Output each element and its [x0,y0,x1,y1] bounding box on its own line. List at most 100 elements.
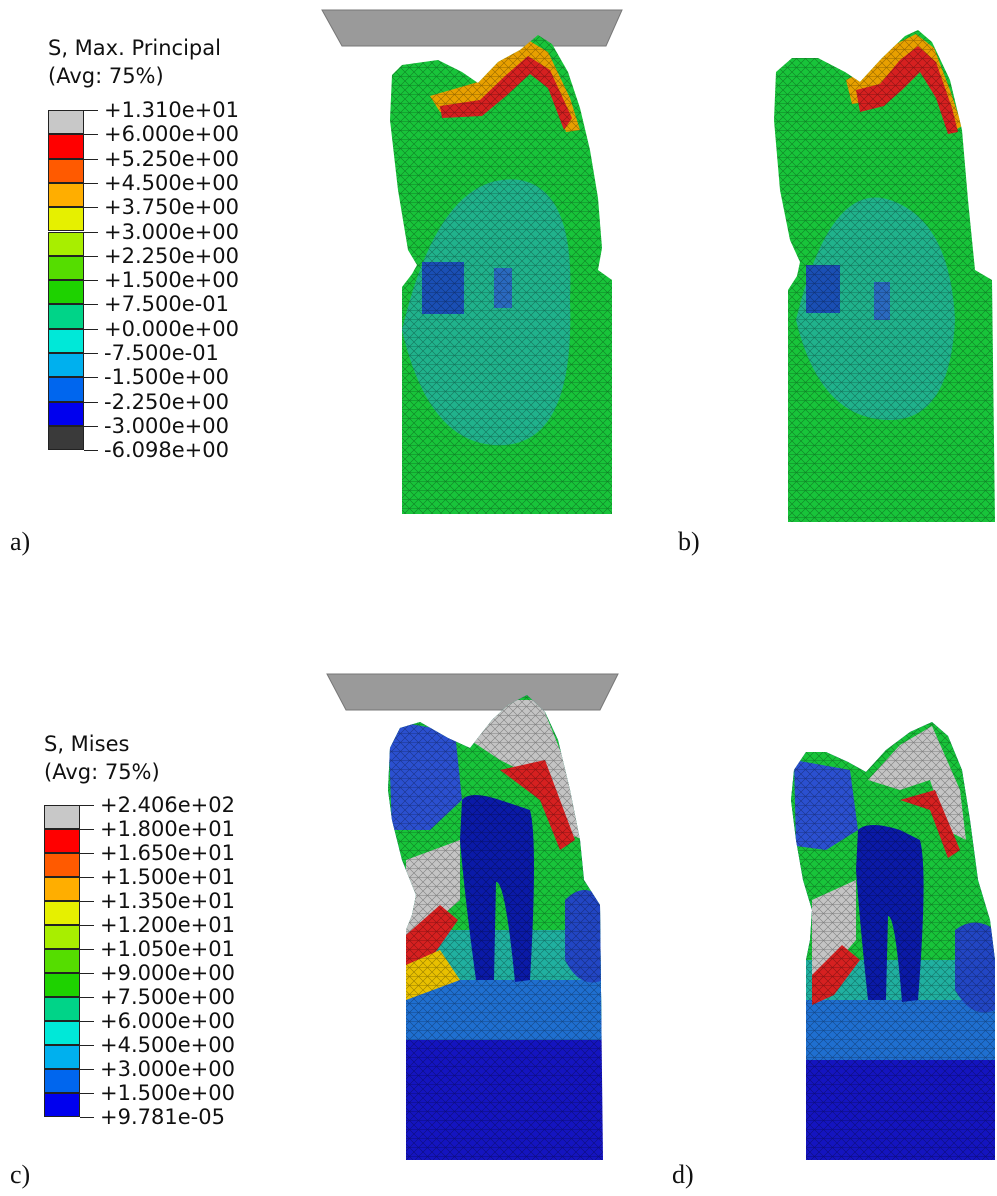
legend-tick [80,901,94,902]
legend-tick [84,207,98,209]
legend-tick [84,425,98,427]
panel-label-b: b) [678,527,700,556]
legend-subtitle: (Avg: 75%) [48,64,164,88]
legend-value-label: +1.650e+01 [100,841,235,865]
legend-tick [84,450,98,452]
legend-swatch [44,829,80,853]
legend-swatch [48,328,84,353]
legend-swatch [48,401,84,426]
legend-swatch [44,1069,80,1093]
legend-value-label: +1.200e+01 [100,913,235,937]
legend-value-label: +6.000e+00 [104,122,239,147]
legend-swatch [48,158,84,183]
legend-value-label: -6.098e+00 [104,438,229,463]
legend-swatch [44,877,80,901]
legend-tick [84,280,98,282]
legend-tick [84,158,98,160]
legend-value-label: +1.350e+01 [100,889,235,913]
legend-swatch [44,805,80,829]
tooth-model-b [774,30,995,522]
indenter-plate [321,9,623,47]
legend-value-label: +3.000e+00 [100,1057,235,1081]
legend-value-label: +7.500e+00 [100,985,235,1009]
legend-swatch [48,377,84,402]
panel-label-a: a) [10,527,31,556]
legend-value-label: -3.000e+00 [104,413,229,438]
legend-swatch [44,997,80,1021]
legend-tick [80,805,94,806]
legend-swatch [44,1045,80,1069]
legend-tick [80,1093,94,1094]
legend-title: S, Max. Principal [48,36,221,60]
legend-tick [80,1045,94,1046]
legend-tick [80,1117,94,1118]
legend-value-label: +2.406e+02 [100,793,235,817]
legend-swatch [48,304,84,329]
legend-swatch [48,353,84,378]
legend-swatch [48,110,84,135]
tooth-model-d [791,722,995,1160]
legend-tick [84,134,98,136]
legend-swatch [44,1021,80,1045]
legend-value-label: +4.500e+00 [100,1033,235,1057]
legend-subtitle: (Avg: 75%) [44,760,160,784]
legend-tick [80,1021,94,1022]
legend-tick [84,353,98,354]
legend-value-label: +7.500e-01 [104,292,229,317]
legend-swatch [44,901,80,925]
legend-swatch [48,182,84,208]
legend-value-label: +5.250e+00 [104,146,239,171]
legend-tick [84,377,98,379]
legend-tick [84,231,98,233]
legend-value-label: -1.500e+00 [104,365,229,390]
legend-swatch [48,255,84,281]
legend-value-label: +2.250e+00 [104,243,239,268]
legend-tick [80,949,94,950]
legend-swatch [44,925,80,949]
legend-title: S, Mises [44,732,130,756]
legend-value-label: +9.781e-05 [100,1105,225,1129]
legend-tick [80,829,94,830]
panel-label-d: d) [672,1160,694,1189]
legend-tick [80,997,94,998]
legend-swatch [48,207,84,232]
legend-tick [80,925,94,926]
indenter-plate [326,673,619,711]
legend-tick [80,877,94,878]
legend-tick [84,401,98,403]
legend-swatch [44,1093,80,1117]
legend-value-label: +1.500e+00 [100,1081,235,1105]
legend-tick [84,110,98,111]
legend-swatch [48,231,84,256]
legend-value-label: +0.000e+00 [104,316,239,341]
legend-swatch [44,853,80,877]
legend-value-label: +3.750e+00 [104,195,239,220]
legend-swatch [44,973,80,997]
legend-value-label: +1.050e+01 [100,937,235,961]
legend-value-label: +1.310e+01 [104,98,239,122]
legend-swatch [44,949,80,973]
legend-tick [80,853,94,854]
legend-tick [84,328,98,330]
legend-tick [80,1069,94,1070]
legend-tick [84,182,98,184]
legend-value-label: -2.250e+00 [104,389,229,414]
legend-value-label: +3.000e+00 [104,219,239,244]
legend-tick [84,255,98,257]
legend-tick [80,973,94,974]
legend-swatch [48,280,84,305]
legend-swatch [48,134,84,159]
tooth-model-c [388,695,603,1160]
legend-value-label: +1.500e+00 [104,268,239,293]
legend-value-label: +4.500e+00 [104,170,239,195]
legend-value-label: +6.000e+00 [100,1009,235,1033]
tooth-model-a [390,35,612,514]
panel-label-c: c) [10,1160,31,1189]
legend-value-label: -7.500e-01 [104,341,219,365]
legend-tick [84,304,98,306]
legend-swatch [48,425,84,451]
legend-value-label: +1.800e+01 [100,817,235,841]
legend-value-label: +9.000e+00 [100,961,235,985]
legend-value-label: +1.500e+01 [100,865,235,889]
